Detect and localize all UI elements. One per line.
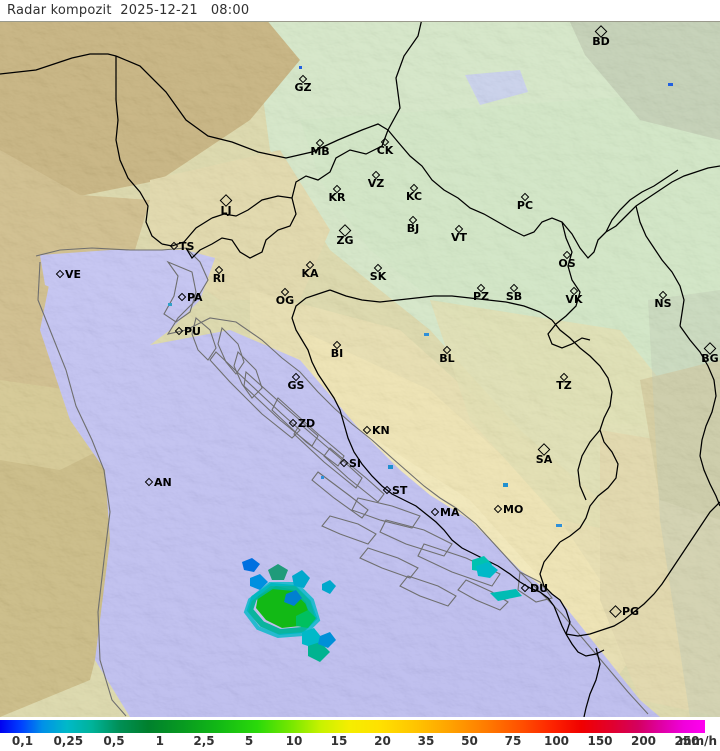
- legend-unit-label: mm/h: [679, 734, 717, 748]
- legend-tick: 35: [417, 734, 435, 748]
- legend-tick: 200: [630, 734, 657, 748]
- legend-tick: 20: [374, 734, 391, 748]
- legend-color-bar: [0, 720, 705, 733]
- legend-tick: 250: [674, 734, 700, 748]
- legend-tick: 0,25: [53, 734, 84, 748]
- legend-tick: 15: [330, 734, 348, 748]
- legend-tick-labels: mm/h 0,1 0,25 0,5 1 2,5 5 10 15 20 35 50 75 100 150 20…: [0, 734, 720, 751]
- window-title-bar: Radar kompozit 2025-12-21 08:00: [0, 0, 720, 22]
- coastline: [35, 247, 649, 717]
- radar-map-canvas[interactable]: BD GZ MB CK VZ KR KC LJ PC BJ ZG VT TS OS KA SK VE RI PZ SB…: [0, 0, 720, 717]
- legend-tick: 100: [543, 734, 570, 748]
- legend-tick: 50: [461, 734, 478, 748]
- legend-tick: 5: [244, 734, 254, 748]
- page-title: Radar kompozit 2025-12-21 08:00: [7, 3, 250, 18]
- legend-tick: 0,5: [103, 734, 125, 748]
- precipitation-legend: mm/h 0,1 0,25 0,5 1 2,5 5 10 15 20 35 50 75 100 150 20…: [0, 717, 720, 751]
- legend-tick: 2,5: [193, 734, 215, 748]
- legend-tick: 1: [155, 734, 164, 748]
- radar-echo-layer: [168, 10, 673, 662]
- legend-tick: 0,1: [11, 734, 34, 748]
- legend-tick: 10: [285, 734, 303, 748]
- legend-tick: 75: [504, 734, 522, 748]
- map-graphic: [0, 0, 720, 717]
- legend-tick: 150: [587, 734, 613, 748]
